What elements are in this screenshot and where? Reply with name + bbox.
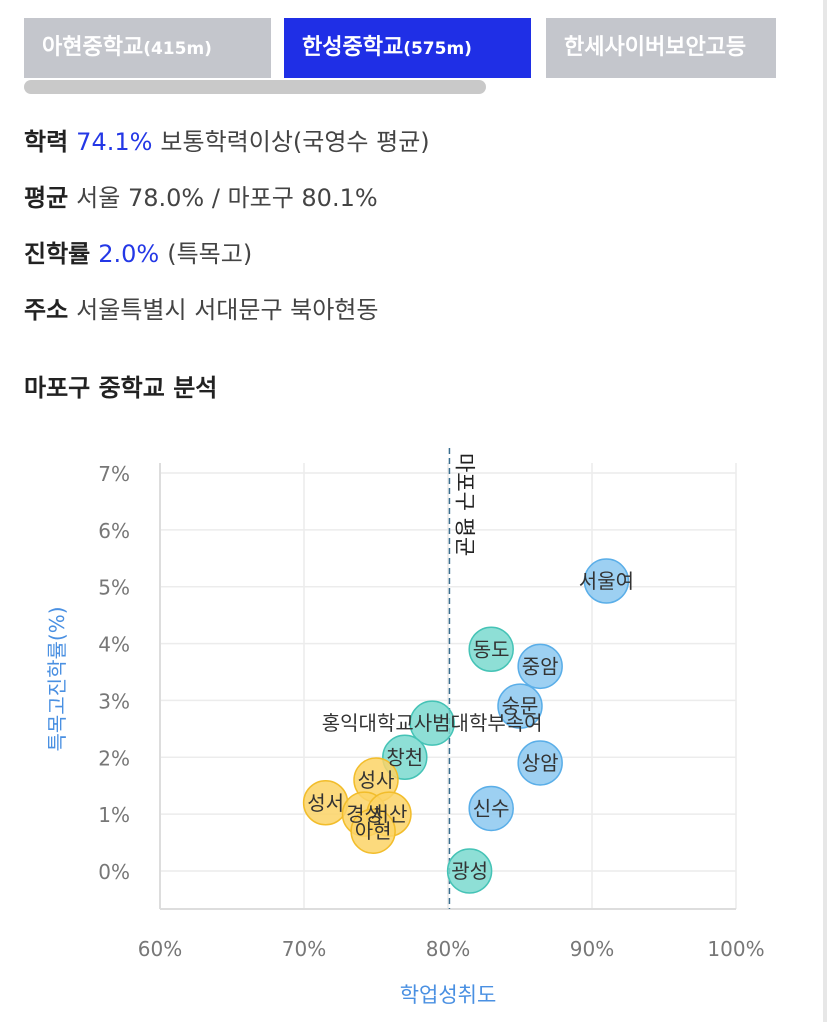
tab-hanse-cyber-security-high[interactable]: 한세사이버보안고등 <box>546 18 776 78</box>
bubble-label: 서울여 <box>579 569 634 593</box>
advancement-row: 진학률 2.0% (특목고) <box>24 234 252 269</box>
y-tick-label: 0% <box>98 860 130 884</box>
bubble-label: 광성 <box>451 859 488 883</box>
y-tick-label: 3% <box>98 689 130 713</box>
bubble-point[interactable] <box>350 808 396 854</box>
school-tabs: 아현중학교(415m) 한성중학교(575m) 한세사이버보안고등 <box>24 18 776 80</box>
bubble-point[interactable] <box>468 626 514 673</box>
y-tick-label: 4% <box>98 633 130 657</box>
section-title: 마포구 중학교 분석 <box>24 374 218 402</box>
bubble-label: 성사 <box>358 768 395 792</box>
bubble-point[interactable] <box>497 683 543 729</box>
bubble-label: 중암 <box>522 654 559 678</box>
tab-label: 아현중학교 <box>42 35 144 60</box>
bubble-label: 숭문 <box>502 694 539 718</box>
bubble-point[interactable] <box>517 740 563 786</box>
x-tick-label: 70% <box>282 937 326 961</box>
achievement-row: 학력 74.1% 보통학력이상(국영수 평균) <box>24 122 430 157</box>
bubble-point[interactable] <box>446 848 493 894</box>
bubble-label: 아현 <box>355 819 392 843</box>
tab-distance: (415m) <box>143 39 212 59</box>
bubble-label: 창천 <box>386 745 423 769</box>
x-tick-label: 80% <box>426 937 470 961</box>
address-row: 주소 서울특별시 서대문구 북아현동 <box>24 290 378 325</box>
scatter-chart: 0%1%2%3%4%5%6%7%60% 70% 80% 90% 100% 마포구 평균 … <box>45 448 765 1007</box>
bubble-point[interactable] <box>409 700 455 746</box>
y-axis-label: 특목고진학률(%) <box>45 606 69 751</box>
y-tick-label: 7% <box>98 462 130 486</box>
bubble-label: 홍익대학교사범대학부속여 <box>322 711 543 735</box>
tab-distance: (575m) <box>403 39 472 59</box>
address-label: 주소 <box>24 296 69 324</box>
bubble-label: 신수 <box>473 796 510 820</box>
tab-label: 한성중학교 <box>302 35 404 60</box>
bubble-label: 상암 <box>522 751 559 775</box>
bubble-point[interactable] <box>583 558 630 604</box>
y-tick-label: 1% <box>98 803 130 827</box>
y-tick-label: 6% <box>98 519 130 543</box>
x-tick-label: 60% <box>138 937 182 961</box>
reference-line-label: 마포구 평균 <box>452 453 476 556</box>
tabs-scrollbar[interactable] <box>24 80 486 94</box>
address-text: 서울특별시 서대문구 북아현동 <box>76 296 379 324</box>
advancement-desc: (특목고) <box>167 240 253 268</box>
advancement-value: 2.0% <box>98 240 160 268</box>
achievement-value: 74.1% <box>76 128 153 156</box>
advancement-label: 진학률 <box>24 240 91 268</box>
bubble-point[interactable] <box>468 785 514 832</box>
y-tick-label: 5% <box>98 576 130 600</box>
average-reference-line: 마포구 평균 <box>448 448 476 909</box>
tab-hanseong-middle[interactable]: 한성중학교(575m) <box>284 18 531 78</box>
average-label: 평균 <box>24 184 69 212</box>
chart-grid <box>159 463 737 910</box>
bubble-point[interactable] <box>517 643 563 690</box>
bubble-label: 성서 <box>307 791 344 815</box>
x-tick-label: 100% <box>707 937 764 961</box>
chart-ticks: 0% 1% 2% 3% 4% 5% 6% 7% 60% 70% 80% 90% 100% <box>98 462 764 961</box>
achievement-label: 학력 <box>24 128 69 156</box>
average-row: 평균 서울 78.0% / 마포구 80.1% <box>24 178 378 213</box>
bubble-label: 동도 <box>473 637 510 661</box>
average-text: 서울 78.0% / 마포구 80.1% <box>76 184 378 212</box>
x-tick-label: 90% <box>570 937 614 961</box>
tab-label: 한세사이버보안고등 <box>564 35 747 60</box>
bubble-label: 경성 <box>346 802 383 826</box>
achievement-desc: 보통학력이상(국영수 평균) <box>160 128 430 156</box>
page-scroll-rail[interactable] <box>823 0 827 1022</box>
y-tick-label: 2% <box>98 746 130 770</box>
bubble-label: 서산 <box>371 802 408 826</box>
tab-ahyeon-middle[interactable]: 아현중학교(415m) <box>24 18 271 78</box>
x-axis-label: 학업성취도 <box>400 983 497 1007</box>
